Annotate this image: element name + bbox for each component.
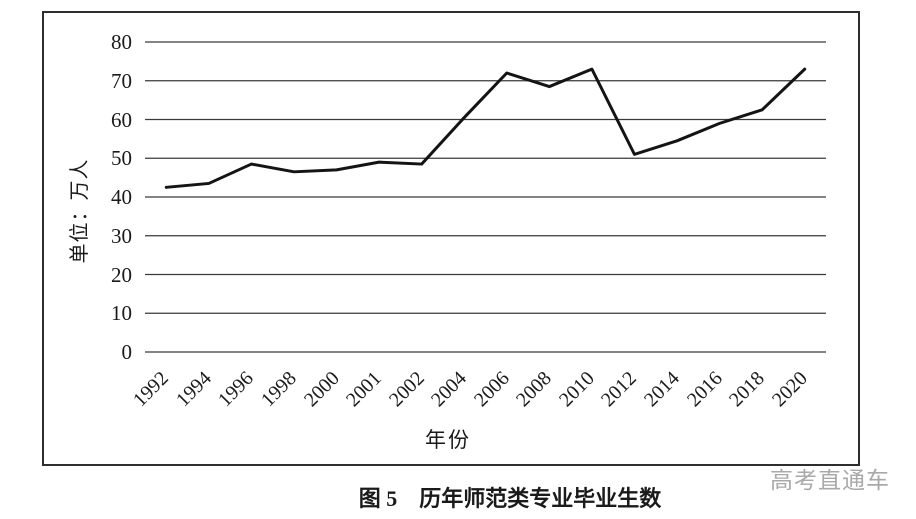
y-axis-title: 单位：万人 bbox=[69, 158, 91, 264]
y-tick-label: 20 bbox=[111, 262, 132, 287]
data-line-series bbox=[164, 67, 807, 189]
y-tick-label: 80 bbox=[111, 30, 132, 54]
y-tick-label: 40 bbox=[111, 185, 132, 209]
y-tick-label: 30 bbox=[111, 223, 132, 248]
y-tick-label: 0 bbox=[121, 340, 133, 364]
figure-caption: 图 5 历年师范类专业毕业生数 bbox=[358, 486, 662, 511]
gridlines bbox=[145, 41, 826, 353]
y-tick-label: 10 bbox=[111, 301, 132, 326]
y-tick-label: 50 bbox=[111, 146, 132, 171]
chart-border bbox=[42, 11, 860, 466]
watermark-text: 高考直通车 bbox=[770, 468, 890, 493]
y-tick-label: 60 bbox=[111, 107, 132, 132]
x-axis-title: 年份 bbox=[425, 428, 471, 452]
y-tick-label: 70 bbox=[111, 68, 132, 93]
